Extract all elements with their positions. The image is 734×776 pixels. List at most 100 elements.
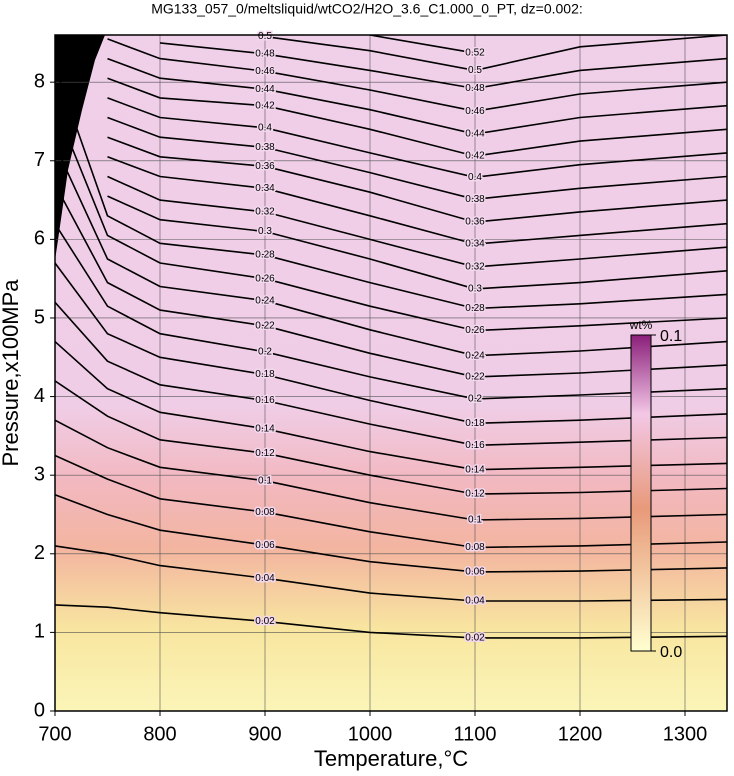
contour-line <box>55 301 727 447</box>
contour-label: 0.14 <box>465 464 485 475</box>
contour-line <box>107 175 727 268</box>
colorbar-label: wt% <box>629 318 653 332</box>
contour-label: 0.32 <box>465 262 485 273</box>
contour-line <box>55 183 727 378</box>
x-tick-label: 1200 <box>558 723 603 745</box>
y-tick-label: 5 <box>34 306 45 328</box>
y-tick-label: 3 <box>34 463 45 485</box>
contour-line <box>107 38 727 113</box>
contour-label: 0.14 <box>255 423 275 434</box>
contour-line <box>369 35 476 54</box>
contour-label: 0.3 <box>258 226 272 237</box>
x-axis-label: Temperature,°C <box>314 746 468 771</box>
contour-label: 0.46 <box>255 66 275 77</box>
contour-label: 0.24 <box>255 295 275 306</box>
y-tick-label: 1 <box>34 621 45 643</box>
contour-line <box>55 454 727 549</box>
contour-label: 0.48 <box>465 83 485 94</box>
contour-label: 0.4 <box>468 172 482 183</box>
contour-label: 0.2 <box>258 346 272 357</box>
contour-label: 0.16 <box>465 440 485 451</box>
contour-label: 0.44 <box>465 129 485 140</box>
contour-label: 0.22 <box>465 372 485 383</box>
contour-label: 0.48 <box>255 49 275 60</box>
contour-label: 0.34 <box>465 239 485 250</box>
contour-line <box>159 42 727 90</box>
contour-label: 0.38 <box>255 142 275 153</box>
contour-label: 0.38 <box>465 194 485 205</box>
x-tick-label: 1300 <box>663 723 708 745</box>
contour-label: 0.02 <box>465 633 485 644</box>
dense-region <box>55 35 105 260</box>
contour-label: 0.06 <box>465 567 485 578</box>
contour-label: 0.24 <box>465 350 485 361</box>
contour-label: 0.28 <box>465 303 485 314</box>
x-tick-label: 900 <box>248 723 281 745</box>
contour-label: 0.02 <box>255 616 275 627</box>
contour-label: 0.4 <box>258 122 272 133</box>
colorbar <box>630 334 652 652</box>
contour-label: 0.46 <box>465 106 485 117</box>
contour-line <box>107 97 727 179</box>
contour-label: 0.12 <box>465 489 485 500</box>
x-tick-label: 700 <box>38 723 71 745</box>
contour-line <box>107 156 727 245</box>
contour-line <box>264 35 727 72</box>
contour-line <box>107 116 727 201</box>
contour-line <box>55 545 727 602</box>
contour-label: 0.32 <box>255 207 275 218</box>
contour-label: 0.08 <box>465 542 485 553</box>
y-tick-label: 7 <box>34 149 45 171</box>
x-tick-label: 1000 <box>348 723 393 745</box>
colorbar-tick-label: 0.1 <box>660 328 682 345</box>
contour-line <box>55 223 727 400</box>
contour-label: 0.08 <box>255 507 275 518</box>
contour-label: 0.16 <box>255 395 275 406</box>
contour-label: 0.18 <box>465 418 485 429</box>
x-tick-label: 1100 <box>453 723 496 745</box>
contour-label: 0.28 <box>255 250 275 261</box>
y-tick-label: 6 <box>34 228 45 250</box>
contour-line <box>55 494 727 573</box>
x-tick-label: 800 <box>143 723 176 745</box>
y-tick-label: 0 <box>34 699 45 721</box>
contour-line <box>107 57 727 135</box>
plot-frame <box>54 34 728 712</box>
contour-label: 0.1 <box>258 475 272 486</box>
plot-background <box>55 35 727 711</box>
chart-title: MG133_057_0/meltsliquid/wtCO2/H2O_3.6_C1… <box>151 1 583 17</box>
contour-line <box>55 66 727 310</box>
contour-label: 0.34 <box>255 183 275 194</box>
contour-line <box>107 77 727 157</box>
contour-line <box>55 105 727 332</box>
contour-line <box>107 195 727 290</box>
contour-line <box>55 262 727 425</box>
contour-label: 0.42 <box>465 151 485 162</box>
contour-line <box>55 604 727 639</box>
colorbar-tick-label: 0.0 <box>660 644 682 661</box>
contour-label: 0.18 <box>255 369 275 380</box>
contour-label: 0.5 <box>468 65 482 76</box>
contour-label: 0.36 <box>465 217 485 228</box>
contour-line <box>55 144 727 357</box>
contour-label: 0.5 <box>258 31 272 42</box>
contour-label: 0.42 <box>255 100 275 111</box>
contour-label: 0.26 <box>465 325 485 336</box>
contour-line <box>55 380 727 495</box>
contour-label: 0.12 <box>255 448 275 459</box>
contour-label: 0.26 <box>255 273 275 284</box>
contour-label: 0.22 <box>255 320 275 331</box>
y-tick-label: 4 <box>34 385 45 407</box>
contour-line <box>107 136 727 223</box>
y-tick-label: 2 <box>34 542 45 564</box>
contour-label: 0.2 <box>468 394 482 405</box>
contour-label: 0.06 <box>255 540 275 551</box>
contour-label: 0.52 <box>465 48 485 59</box>
contour-label: 0.1 <box>468 515 482 526</box>
contour-line <box>55 419 727 521</box>
y-tick-label: 8 <box>34 70 45 92</box>
contour-label: 0.04 <box>465 596 485 607</box>
contour-label: 0.36 <box>255 161 275 172</box>
y-axis-label: Pressure,x100MPa <box>0 279 23 467</box>
